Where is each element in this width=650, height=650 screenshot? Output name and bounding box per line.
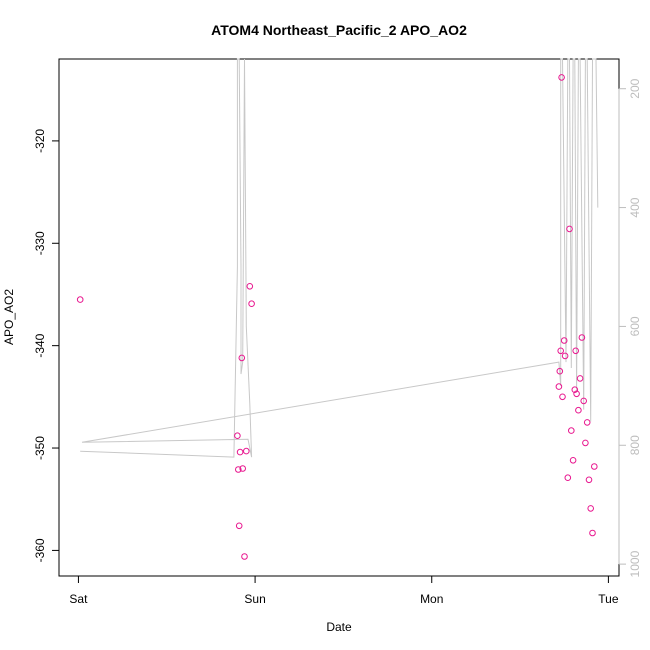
y2-tick-label: 1000 [628,550,642,577]
plot-area [58,58,620,577]
y2-tick-label: 600 [628,316,642,336]
line-layer [80,58,599,458]
y-tick-label: -330 [33,231,47,255]
data-point [243,447,250,455]
points-layer [76,74,598,560]
data-point [555,383,563,390]
data-point [571,386,579,394]
y-tick-label: -340 [33,333,47,357]
y-axis: -320 -330 -340 -350 -360 [33,129,60,562]
y-tick-label: -360 [33,538,47,562]
x-tick-label: Sat [69,592,88,606]
chart-title: ATOM4 Northeast_Pacific_2 APO_AO2 [211,22,467,38]
data-point [572,347,580,355]
data-point [564,474,572,482]
y-tick-label: -320 [33,129,47,153]
data-point [561,352,569,360]
data-point [236,448,244,456]
data-point [585,476,593,484]
data-point [239,465,246,472]
data-point [235,466,242,473]
data-point [576,375,584,382]
data-point [566,225,573,233]
y2-tick-label: 200 [628,78,642,98]
data-point [580,397,588,405]
x-tick-label: Sun [244,592,265,606]
y-axis-label: APO_AO2 [2,289,16,345]
y-tick-label: -350 [33,436,47,460]
data-point [559,393,566,401]
data-point [234,432,241,440]
data-point [583,419,591,426]
data-point [582,439,589,447]
data-point [235,522,243,530]
data-point [76,296,84,303]
data-point [557,347,565,355]
x-tick-label: Mon [420,592,443,606]
y2-tick-label: 800 [628,435,642,455]
plot-frame [58,58,620,577]
data-point [568,427,575,434]
data-point [248,300,255,308]
data-point [587,505,595,512]
data-point [569,457,577,464]
data-point [589,529,596,537]
data-point [556,367,564,375]
y2-tick-label: 400 [628,197,642,217]
x-axis: Sat Sun Mon Tue [69,575,619,606]
data-point [238,354,246,362]
data-point [560,337,568,344]
y2-axis: 200 400 600 800 1000 [618,78,642,577]
x-tick-label: Tue [598,592,619,606]
series-line [80,58,599,458]
data-point [578,334,586,341]
data-point [575,406,582,414]
data-point [591,463,598,470]
data-point [558,74,565,81]
data-point [241,553,248,560]
data-point [246,283,254,290]
x-axis-label: Date [326,620,352,634]
data-point [573,390,580,398]
